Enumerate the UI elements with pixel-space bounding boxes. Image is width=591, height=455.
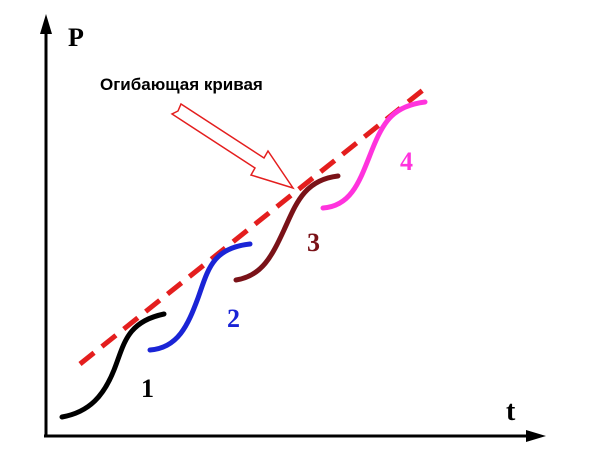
envelope-label: Огибающая кривая (100, 75, 263, 94)
curve-4 (320, 99, 428, 211)
curve-2 (147, 241, 253, 353)
y-axis-label: P (68, 23, 84, 52)
y-axis-arrowhead (40, 14, 52, 34)
curve-4-label: 4 (400, 147, 413, 176)
curve-3-label: 3 (307, 228, 320, 257)
curve-2-label: 2 (227, 304, 240, 333)
curve-1 (59, 311, 167, 420)
x-axis-label: t (506, 396, 516, 427)
axes: P t (40, 14, 546, 442)
curve-3 (233, 173, 341, 283)
curve-1-label: 1 (141, 374, 154, 403)
envelope-line (78, 84, 430, 366)
envelope-callout-arrow (170, 102, 295, 190)
x-axis-arrowhead (526, 430, 546, 442)
